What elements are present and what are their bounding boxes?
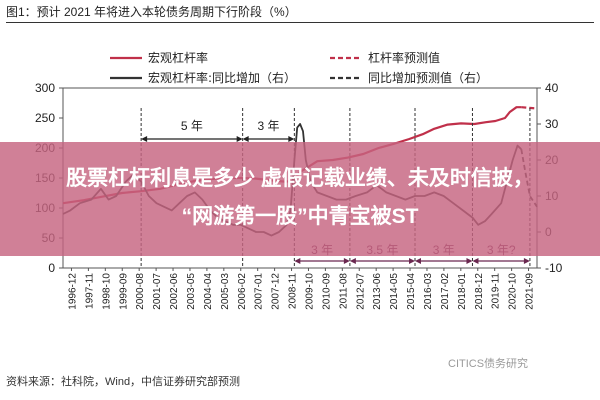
x-tick-label: 1999-09 xyxy=(118,273,129,310)
legend-label: 杠杆率预测值 xyxy=(368,50,440,65)
x-tick-label: 2001-07 xyxy=(152,273,163,310)
x-tick-label: 2012-07 xyxy=(355,273,366,310)
x-tick-label: 2003-05 xyxy=(186,273,197,310)
headline-line-2: “网游第一股”中青宝被ST xyxy=(181,205,419,228)
x-tick-label: 2002-06 xyxy=(169,273,180,310)
x-tick-label: 2015-04 xyxy=(406,273,417,310)
headline-overlay xyxy=(0,142,600,256)
x-tick-label: 2004-04 xyxy=(203,273,214,310)
x-tick-label: 2000-08 xyxy=(135,273,146,310)
legend-label: 宏观杠杆率 xyxy=(148,50,208,65)
x-tick-label: 2018-12 xyxy=(474,273,485,310)
x-tick-label: 2017-02 xyxy=(440,273,451,310)
period-arrow-head-left xyxy=(349,258,356,264)
period-arrow-head-right xyxy=(466,258,473,264)
x-tick-label: 2005-03 xyxy=(220,273,231,310)
source-note: 资料来源：社科院，Wind，中信证券研究部预测 xyxy=(6,376,241,388)
period-arrow-head-right xyxy=(409,258,416,264)
period-arrow-head-right xyxy=(236,136,243,142)
x-tick-label: 1996-12 xyxy=(67,273,78,310)
x-tick-label: 2008-11 xyxy=(288,273,299,309)
y-left-tick-label: 300 xyxy=(35,81,55,95)
x-tick-label: 2016-03 xyxy=(423,273,434,310)
period-label: 5 年 xyxy=(181,119,203,133)
period-arrow-head-right xyxy=(288,136,295,142)
x-tick-label: 2019-11 xyxy=(491,273,502,309)
x-tick-label: 1998-10 xyxy=(101,273,112,310)
x-tick-label: 2007-01 xyxy=(254,273,265,310)
x-tick-label: 2006-02 xyxy=(237,273,248,310)
headline-line-1: 股票杠杆利息是多少 虚假记载业绩、未及时信披， xyxy=(66,167,534,190)
legend-label: 同比增加预测值（右） xyxy=(368,70,488,85)
period-label: 3 年 xyxy=(257,119,279,133)
figure-title: 图1：预计 2021 年将进入本轮债务周期下行阶段（%） xyxy=(6,5,297,19)
series-leverage-forecast xyxy=(521,106,538,110)
y-right-tick-label: 40 xyxy=(545,81,559,95)
period-arrow-head-right xyxy=(523,258,530,264)
period-arrow-head-left xyxy=(415,258,422,264)
x-tick-label: 2013-06 xyxy=(372,273,383,310)
x-tick-label: 2014-05 xyxy=(389,273,400,310)
x-tick-label: 2009-10 xyxy=(304,273,315,310)
title-divider xyxy=(6,22,594,23)
y-right-tick-label: 30 xyxy=(545,117,559,131)
y-left-tick-label: 0 xyxy=(48,261,55,275)
x-tick-label: 2010-09 xyxy=(321,273,332,310)
x-tick-label: 2018-01 xyxy=(457,273,468,310)
x-tick-label: 2020-10 xyxy=(508,273,519,310)
y-right-tick-label: -10 xyxy=(545,261,563,275)
period-arrow-head-left xyxy=(294,258,301,264)
period-arrow-head-left xyxy=(472,258,479,264)
period-arrow-head-left xyxy=(242,136,249,142)
y-left-tick-label: 250 xyxy=(35,111,55,125)
period-arrow-head-left xyxy=(141,136,148,142)
x-tick-label: 2021-09 xyxy=(525,273,536,310)
x-tick-label: 2011-08 xyxy=(338,273,349,309)
x-tick-label: 1997-11 xyxy=(84,273,95,309)
watermark-text: CITICS债务研究 xyxy=(448,358,529,370)
x-tick-label: 2007-12 xyxy=(271,273,282,310)
legend-label: 宏观杠杆率:同比增加（右） xyxy=(148,70,296,85)
period-arrow-head-right xyxy=(343,258,350,264)
headline: 股票杠杆利息是多少 虚假记载业绩、未及时信披， “网游第一股”中青宝被ST xyxy=(10,160,590,236)
